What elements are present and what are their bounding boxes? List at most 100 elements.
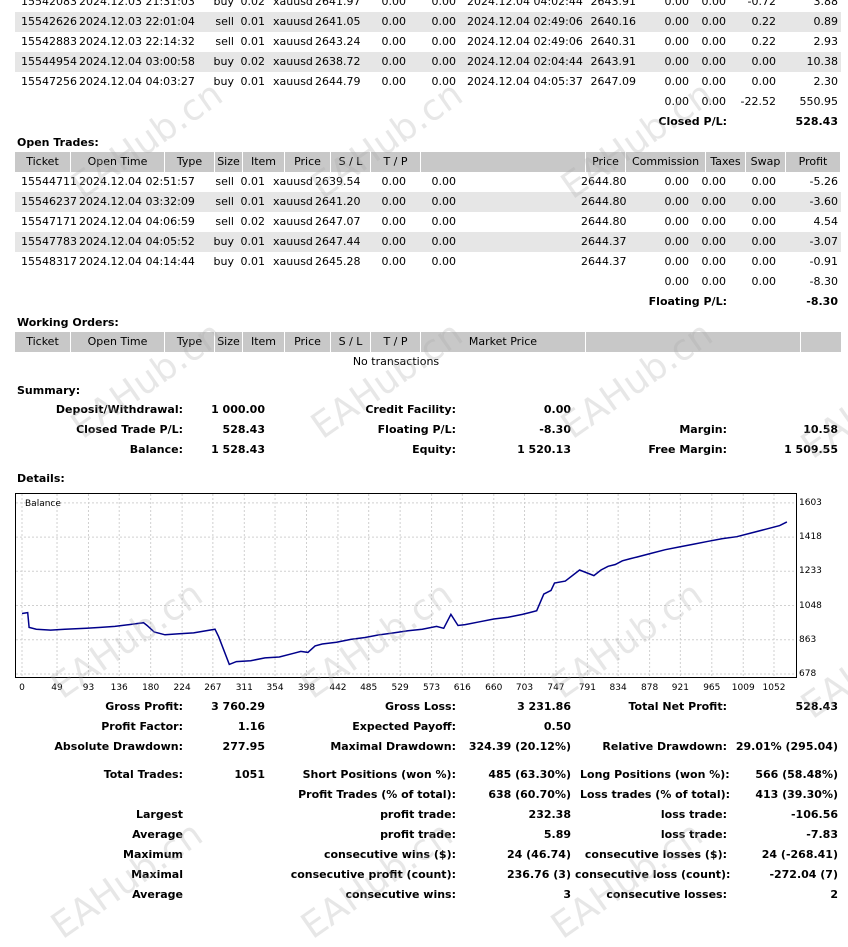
column-header: Price (285, 152, 331, 172)
y-tick-label: 1603 (799, 497, 822, 508)
deposit-label: Deposit/Withdrawal: (55, 403, 183, 416)
table-cell: buy (213, 235, 234, 248)
summary-floating-value: -8.30 (539, 423, 571, 436)
table-cell: 2644.79 (315, 75, 361, 88)
table-cell: 0.89 (813, 15, 839, 28)
x-tick-label: 529 (391, 683, 409, 693)
open-trade-row: 15547783 2024.12.04 04:05:52 buy 0.01 xauusd… (15, 232, 841, 252)
table-cell: 2644.37 (581, 235, 627, 248)
maximal-drawdown-label: Maximal Drawdown: (330, 740, 456, 753)
x-tick-label: 703 (515, 683, 534, 693)
table-cell: buy (213, 75, 234, 88)
table-cell: buy (213, 255, 234, 268)
table-cell: sell (215, 35, 234, 48)
average-loss-value: -7.83 (806, 828, 838, 841)
table-cell: 0.00 (701, 55, 727, 68)
total-trades-value: 1051 (234, 768, 265, 781)
balance-value: 1 528.43 (211, 443, 265, 456)
table-cell: 0.00 (701, 75, 727, 88)
table-cell: 2.30 (813, 75, 839, 88)
table-cell: 0.00 (751, 55, 777, 68)
credit-label: Credit Facility: (365, 403, 456, 416)
summary-floating-label: Floating P/L: (377, 423, 456, 436)
table-cell: 0.01 (240, 255, 266, 268)
closed-trade-row: 15547256 2024.12.04 04:03:27 buy 0.01 xauusd… (15, 72, 841, 92)
maximal-consecutive-loss-value: -272.04 (7) (769, 868, 838, 881)
x-tick-label: 834 (609, 683, 627, 693)
table-cell: 2643.91 (590, 55, 637, 68)
max-consecutive-losses-value: 24 (-268.41) (761, 848, 838, 861)
column-header: Size (215, 332, 243, 352)
column-header: Type (165, 152, 215, 172)
short-positions-label: Short Positions (won %): (302, 768, 456, 781)
largest-profit-label: profit trade: (380, 808, 456, 821)
loss-trades-label: Loss trades (% of total): (580, 788, 731, 801)
x-tick-label: 791 (578, 683, 596, 693)
table-cell: xauusd (273, 35, 313, 48)
table-cell: 0.00 (381, 235, 407, 248)
column-header: Price (285, 332, 331, 352)
open-trade-row: 15548317 2024.12.04 04:14:44 buy 0.01 xauusd… (15, 252, 841, 272)
x-tick-label: 136 (110, 683, 128, 693)
table-cell: sell (215, 195, 234, 208)
profit-factor-label: Profit Factor: (101, 720, 183, 733)
table-cell: 0.01 (240, 35, 266, 48)
max-consecutive-losses-label: consecutive losses ($): (584, 848, 727, 861)
table-cell: 15546237 (21, 195, 77, 208)
table-cell: 2647.09 (590, 75, 637, 88)
table-cell: 2644.80 (581, 195, 627, 208)
table-cell: xauusd (273, 195, 313, 208)
table-cell: 2643.24 (315, 35, 361, 48)
absolute-drawdown-label: Absolute Drawdown: (54, 740, 183, 753)
absolute-drawdown-value: 277.95 (222, 740, 265, 753)
open-total-swap: 0.00 (751, 275, 777, 288)
table-cell: 0.00 (431, 195, 457, 208)
table-cell: buy (213, 0, 234, 8)
maximal-label: Maximal (131, 868, 183, 881)
average-consecutive-losses-label: consecutive losses: (606, 888, 727, 901)
table-cell: -0.91 (809, 255, 838, 268)
table-cell: 2643.91 (590, 0, 637, 8)
table-cell: 2024.12.03 21:31:03 (79, 0, 195, 8)
table-cell: -3.07 (809, 235, 838, 248)
net-profit-value: 528.43 (795, 700, 838, 713)
column-header: Price (586, 152, 626, 172)
table-cell: 2024.12.04 04:02:44 (467, 0, 583, 8)
table-cell: 2645.28 (315, 255, 361, 268)
x-tick-label: 616 (453, 683, 471, 693)
open-trade-row: 15546237 2024.12.04 03:32:09 sell 0.01 xauus… (15, 192, 841, 212)
y-tick-label: 678 (799, 669, 817, 679)
table-cell: 2024.12.04 02:49:06 (467, 35, 583, 48)
free-margin-label: Free Margin: (648, 443, 727, 456)
working-orders-title: Working Orders: (17, 316, 119, 329)
expected-payoff-value: 0.50 (543, 720, 571, 733)
table-cell: 2024.12.04 02:49:06 (467, 15, 583, 28)
table-cell: 0.00 (664, 35, 690, 48)
table-cell: 0.00 (381, 75, 407, 88)
table-cell: 0.00 (701, 235, 727, 248)
x-tick-label: 965 (703, 683, 721, 693)
table-cell: 2024.12.03 22:14:32 (79, 35, 195, 48)
table-cell: 0.00 (381, 215, 407, 228)
table-cell: 2641.05 (315, 15, 361, 28)
table-cell: 0.02 (240, 0, 266, 8)
column-header: Open Time (71, 152, 165, 172)
table-cell: 0.00 (664, 175, 690, 188)
column-header: Ticket (15, 332, 71, 352)
table-cell: 2024.12.04 02:51:57 (79, 175, 195, 188)
y-tick-label: 1418 (799, 532, 822, 543)
table-cell: 0.01 (240, 195, 266, 208)
table-cell: 2024.12.04 02:04:44 (467, 55, 583, 68)
table-cell: 0.00 (701, 175, 727, 188)
table-cell: xauusd (273, 215, 313, 228)
table-cell: 0.00 (701, 215, 727, 228)
column-header: Commission (626, 152, 706, 172)
table-cell: 2638.72 (315, 55, 361, 68)
table-cell: 2024.12.04 04:14:44 (79, 255, 195, 268)
table-cell: 0.01 (240, 175, 266, 188)
table-cell: 0.00 (431, 0, 457, 8)
table-cell: 2024.12.04 04:05:52 (79, 235, 195, 248)
open-total-profit: -8.30 (809, 275, 838, 288)
profit-factor-value: 1.16 (237, 720, 265, 733)
